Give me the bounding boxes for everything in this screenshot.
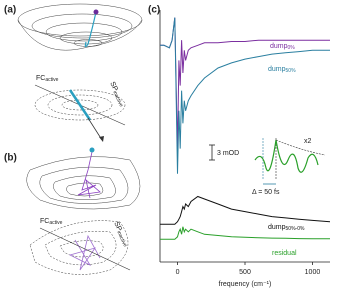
label-main: FC bbox=[36, 75, 45, 82]
series-label: dump50% bbox=[268, 66, 296, 74]
x-tick-label: 1000 bbox=[305, 269, 321, 276]
label-main: FC bbox=[40, 218, 49, 225]
line bbox=[160, 17, 330, 152]
series-label: dump50%-0% bbox=[268, 224, 305, 232]
panel-label: (a) bbox=[4, 5, 16, 16]
label-sub: active bbox=[49, 220, 62, 226]
panel-label: (c) bbox=[148, 5, 160, 16]
series-name: dump bbox=[268, 224, 286, 231]
surface-a bbox=[17, 3, 143, 142]
surface-label: FCactive bbox=[36, 75, 59, 83]
x-tick-label: 500 bbox=[239, 269, 251, 276]
series-name: dump bbox=[270, 43, 288, 50]
inset-factor: x2 bbox=[304, 138, 312, 145]
label-sub: inactive bbox=[115, 230, 128, 248]
series-label: dump0% bbox=[270, 43, 295, 51]
x-tick-label: 0 bbox=[176, 269, 180, 276]
label-main: SP bbox=[109, 81, 119, 93]
surface-label: SPinactive bbox=[107, 81, 126, 109]
label-sub: active bbox=[45, 77, 58, 83]
surface-label: SPinactive bbox=[111, 221, 130, 249]
series-label: residual bbox=[272, 250, 297, 257]
series-subscript: 50% bbox=[286, 68, 297, 74]
inset-delay: Δ = 50 fs bbox=[252, 189, 280, 196]
x-axis-title: frequency (cm⁻¹) bbox=[219, 281, 272, 288]
surface-b bbox=[26, 147, 141, 275]
label-main: SP bbox=[113, 221, 123, 233]
series-subscript: 0% bbox=[288, 45, 296, 51]
inset-scale: 3 mOD bbox=[217, 150, 239, 157]
line bbox=[160, 195, 331, 225]
series-name: dump bbox=[268, 66, 286, 73]
line bbox=[160, 226, 330, 240]
series-name: residual bbox=[272, 250, 297, 257]
panel-label: (b) bbox=[4, 153, 17, 164]
line bbox=[160, 17, 330, 174]
inset bbox=[209, 138, 326, 185]
surface-label: FCactive bbox=[40, 218, 63, 226]
series-subscript: 50%-0% bbox=[286, 226, 305, 232]
